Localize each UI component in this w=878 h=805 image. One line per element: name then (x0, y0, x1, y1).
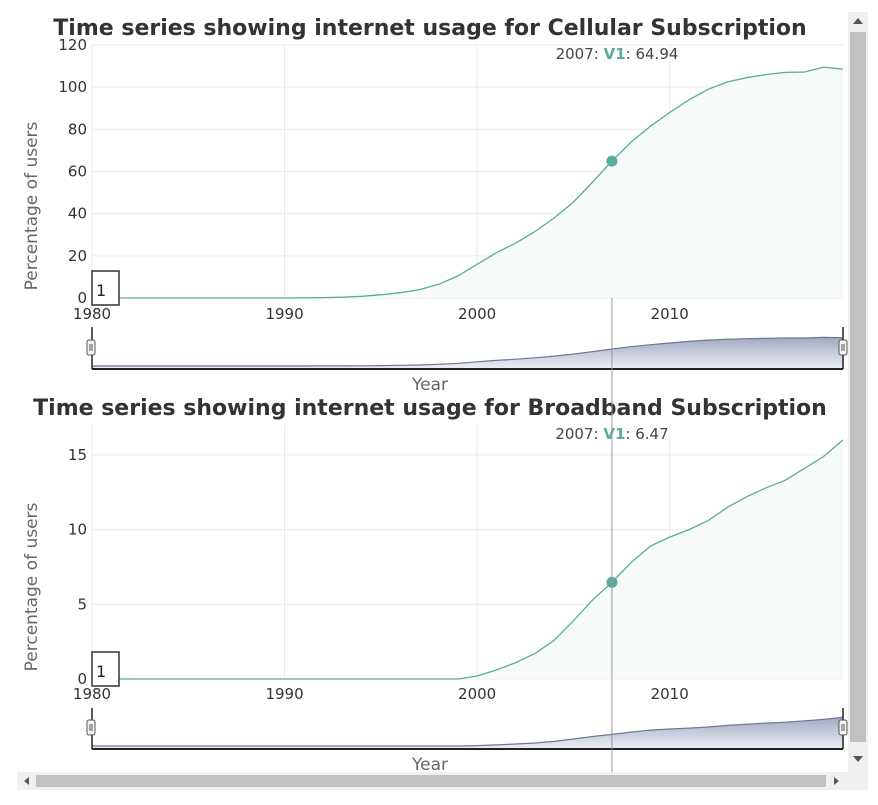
x-tick-label: 2010 (651, 685, 689, 703)
y-tick-label: 100 (58, 78, 87, 96)
chart-1-y-axis-title: Percentage of users (22, 121, 42, 290)
scroll-right-arrow-icon[interactable] (834, 777, 839, 785)
horizontal-scrollbar-thumb[interactable] (36, 775, 826, 787)
chart-2-tooltip-x: 2007 (555, 425, 593, 443)
navigator-handle-icon[interactable] (86, 719, 96, 736)
chart-1: Time series showing internet usage for C… (22, 16, 848, 395)
x-tick-label: 1980 (73, 305, 111, 323)
chart-2-y-axis-title: Percentage of users (22, 502, 42, 671)
chart-1-navigator-area (92, 337, 843, 369)
chart-1-tooltip-series: V1 (604, 45, 626, 63)
scroll-down-arrow-icon[interactable] (853, 756, 863, 762)
chart-2-title: Time series showing internet usage for B… (33, 396, 827, 421)
chart-1-range-value: 1 (96, 281, 106, 300)
chart-1-range-box[interactable] (91, 270, 120, 306)
chart-1-navigator-line (92, 336, 844, 367)
chart-1-tooltip-value: 64.94 (635, 45, 678, 63)
scroll-left-arrow-icon[interactable] (24, 777, 29, 785)
chart-1-series-line[interactable] (92, 66, 844, 299)
y-tick-label: 0 (77, 289, 87, 307)
chart-2-navigator-line (92, 716, 844, 747)
x-tick-label: 2000 (458, 685, 496, 703)
chart-2-y-ticks: 0 5 10 15 (68, 446, 87, 688)
x-tick-label: 1990 (265, 305, 303, 323)
chart-2-area (92, 439, 843, 679)
x-tick-label: 2000 (458, 305, 496, 323)
chart-1-area (92, 67, 843, 298)
chart-2-navigator-area (92, 717, 843, 749)
y-tick-label: 0 (77, 670, 87, 688)
chart-1-x-axis-title: Year (411, 375, 448, 395)
chart-1-range-selector[interactable]: 1 (91, 270, 120, 306)
chart-2-tooltip-value: 6.47 (635, 425, 668, 443)
vertical-scrollbar-thumb[interactable] (850, 32, 866, 742)
chart-2-navigator[interactable] (86, 708, 848, 750)
y-tick-label: 80 (68, 120, 87, 138)
chart-1-navigator[interactable] (86, 327, 848, 370)
chart-2-tooltip: 2007: V1: 6.47 (555, 425, 668, 443)
y-tick-label: 15 (68, 446, 87, 464)
chart-2-series-line[interactable] (92, 439, 844, 680)
y-tick-label: 20 (68, 247, 87, 265)
scroll-up-arrow-icon[interactable] (853, 18, 863, 24)
chart-2-range-value: 1 (96, 662, 106, 681)
chart-1-y-ticks: 0 20 40 60 80 100 120 (58, 36, 87, 307)
chart-2-x-ticks: 1980 1990 2000 2010 (73, 685, 689, 703)
navigator-handle-icon[interactable] (86, 339, 96, 356)
chart-2-range-box[interactable] (91, 651, 120, 687)
chart-1-x-ticks: 1980 1990 2000 2010 (73, 305, 689, 323)
chart-1-title: Time series showing internet usage for C… (53, 16, 806, 41)
chart-1-gridlines (91, 44, 843, 299)
x-tick-label: 1990 (265, 685, 303, 703)
chart-2: Time series showing internet usage for B… (22, 396, 848, 775)
chart-2-x-axis-title: Year (411, 755, 448, 775)
chart-1-tooltip: 2007: V1: 64.94 (556, 45, 679, 63)
chart-2-tooltip-series: V1 (603, 425, 625, 443)
y-tick-label: 60 (68, 163, 87, 181)
x-tick-label: 1980 (73, 685, 111, 703)
y-tick-label: 5 (77, 595, 87, 613)
horizontal-scrollbar[interactable] (17, 772, 868, 790)
chart-1-tooltip-x: 2007 (556, 45, 594, 63)
y-tick-label: 40 (68, 205, 87, 223)
navigator-handle-icon[interactable] (838, 339, 848, 356)
y-tick-label: 10 (68, 521, 87, 539)
navigator-handle-icon[interactable] (838, 719, 848, 736)
x-tick-label: 2010 (651, 305, 689, 323)
vertical-scrollbar[interactable] (848, 12, 868, 772)
chart-1-hover-point[interactable] (606, 155, 618, 167)
chart-2-range-selector[interactable]: 1 (91, 651, 120, 687)
y-tick-label: 120 (58, 36, 87, 54)
